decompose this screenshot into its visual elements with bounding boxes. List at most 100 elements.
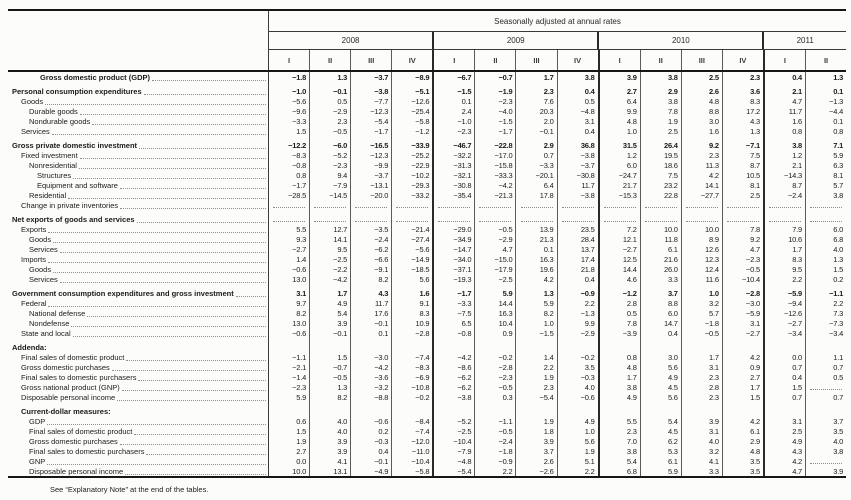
table-row: Government consumption expenditures and … [8, 284, 846, 298]
dot-leader [79, 158, 266, 159]
value-cell: 8.2 [309, 392, 350, 402]
row-label-text: Residential [29, 190, 67, 200]
value-cell: 1.6 [391, 284, 432, 298]
value-cell: 9.9 [597, 106, 640, 116]
value-cell: 4.8 [680, 96, 722, 106]
value-cell: 3.8 [597, 446, 640, 456]
value-cell: −16.5 [350, 136, 391, 150]
table-row: Goods −0.6 −2.2 −9.1 −18.5 −37.1 −17.9 19.6 21.8… [8, 264, 846, 274]
table-row: Nonresidential −0.8 −2.3 −9.9 −22.9 −31.3 −15.… [8, 160, 846, 170]
value-cell: −3.7 [350, 72, 391, 82]
value-cell: 0.4 [556, 126, 598, 136]
value-cell: 2.3 [515, 382, 556, 392]
row-label: Gross national product (GNP) [8, 382, 268, 392]
value-cell: −7.4 [391, 426, 432, 436]
value-cell: 8.8 [639, 298, 681, 308]
value-cell: 0.1 [805, 116, 846, 126]
value-cell [805, 382, 846, 392]
row-label: Gross domestic purchases [8, 436, 268, 446]
value-cell: −17.9 [474, 264, 515, 274]
value-cell: −3.7 [350, 170, 391, 180]
value-cell: 7.3 [805, 308, 846, 318]
quarter-header-cell: II [639, 50, 681, 70]
value-cell: 0.4 [762, 372, 805, 382]
value-cell: −5.2 [432, 416, 474, 426]
row-label-text: GNP [29, 456, 46, 466]
dot-leader [136, 222, 266, 223]
value-cell: 4.2 [762, 456, 805, 466]
value-cell: 3.8 [597, 382, 640, 392]
value-cell: 2.3 [721, 72, 763, 82]
row-label-text: Final sales to domestic purchasers [21, 372, 137, 382]
value-cell [391, 402, 432, 416]
row-label-text: Nonresidential [29, 160, 77, 170]
value-cell: −37.1 [432, 264, 474, 274]
row-label-text: Gross domestic purchases [21, 362, 110, 372]
quarter-header-cell: III [680, 50, 722, 70]
value-cell: 9.5 [762, 264, 805, 274]
value-cell: 2.9 [721, 436, 763, 446]
no-data-leader [603, 207, 636, 208]
row-label-text: Personal consumption expenditures [12, 86, 142, 96]
value-cell: 6.4 [515, 180, 556, 190]
value-cell: −0.6 [350, 416, 391, 426]
value-cell [805, 402, 846, 416]
dot-leader [126, 360, 266, 361]
value-cell: 4.0 [805, 436, 846, 446]
value-cell: −14.9 [391, 254, 432, 264]
value-cell [309, 402, 350, 416]
value-cell: 1.0 [597, 126, 640, 136]
value-cell: −10.4 [391, 456, 432, 466]
row-label: Services [8, 126, 268, 136]
value-cell: −9.1 [350, 264, 391, 274]
value-cell: 2.2 [556, 466, 598, 476]
value-cell: 7.8 [721, 224, 763, 234]
no-data-leader [644, 207, 677, 208]
value-cell: 2.1 [762, 82, 805, 96]
value-cell: 0.7 [805, 392, 846, 402]
value-cell: −4.2 [309, 274, 350, 284]
value-cell [721, 338, 763, 352]
value-cell: 0.5 [556, 96, 598, 106]
value-cell: 10.9 [391, 318, 432, 328]
row-label: Change in private inventories [8, 200, 268, 210]
value-cell: 0.7 [762, 392, 805, 402]
value-cell: 12.3 [680, 254, 722, 264]
value-cell: −1.7 [350, 126, 391, 136]
value-cell: −2.3 [721, 254, 763, 264]
row-label: Disposable personal income [8, 392, 268, 402]
value-cell: −8.6 [432, 362, 474, 372]
value-cell: 9.2 [721, 234, 763, 244]
value-cell [268, 200, 309, 210]
row-label: Fixed investment [8, 150, 268, 160]
value-cell: 11.6 [680, 274, 722, 284]
value-cell: 3.2 [680, 446, 722, 456]
value-cell: 2.3 [309, 116, 350, 126]
value-cell: 21.8 [556, 264, 598, 274]
row-label-text: Change in private inventories [21, 200, 119, 210]
value-cell: −0.2 [556, 352, 598, 362]
value-cell: 10.5 [721, 170, 763, 180]
no-data-leader [396, 221, 429, 222]
value-cell: 4.2 [721, 352, 763, 362]
value-cell: −7.9 [432, 446, 474, 456]
value-cell [556, 200, 598, 210]
no-data-leader [726, 207, 759, 208]
value-cell: −32.2 [432, 150, 474, 160]
value-cell: 2.3 [680, 392, 722, 402]
value-cell: −2.9 [309, 106, 350, 116]
value-cell: 4.0 [309, 416, 350, 426]
value-cell: 2.9 [639, 82, 681, 96]
value-cell: −33.2 [391, 190, 432, 200]
table-row: Services −2.7 9.5 −6.2 −5.6 −14.7 4.7 0.1 13.7 −2… [8, 244, 846, 254]
value-cell: 7.8 [597, 318, 640, 328]
value-cell: −34.9 [432, 234, 474, 244]
value-cell: −3.0 [721, 298, 763, 308]
value-cell: −14.7 [432, 244, 474, 254]
value-cell: 2.7 [268, 446, 309, 456]
value-cell: 1.5 [309, 352, 350, 362]
value-cell: −30.8 [432, 180, 474, 190]
value-cell: −8.9 [391, 72, 432, 82]
no-data-leader [438, 207, 471, 208]
value-cell: 6.0 [805, 224, 846, 234]
